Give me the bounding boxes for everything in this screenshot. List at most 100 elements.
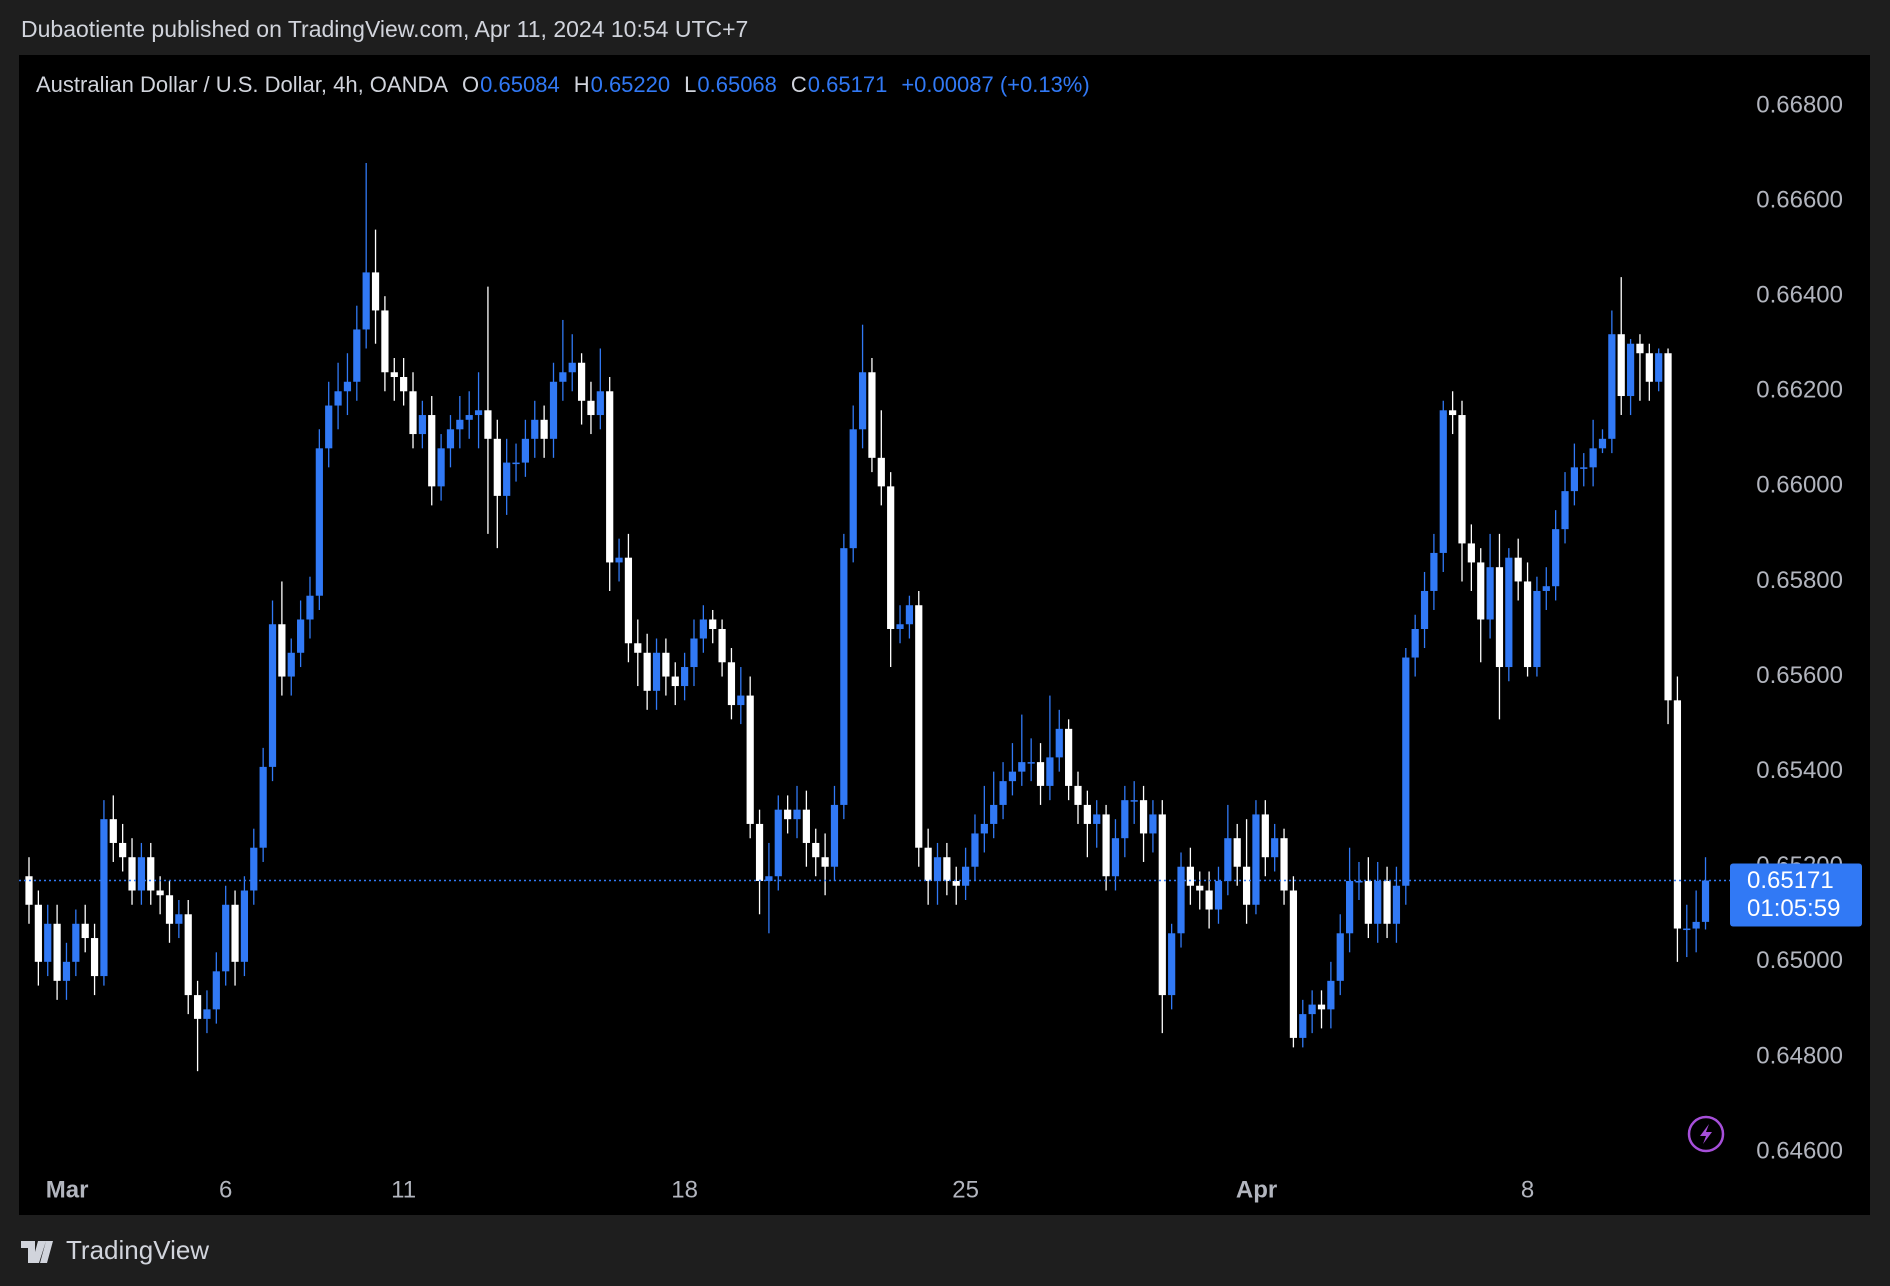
- chart-panel: [19, 55, 1870, 1215]
- y-tick-label: 0.65000: [1756, 947, 1843, 974]
- candle-body: [1224, 838, 1232, 881]
- candle-body: [812, 842, 820, 858]
- candle-body: [25, 876, 33, 905]
- candle-body: [371, 272, 380, 311]
- candle-body: [1692, 921, 1700, 929]
- candle-body: [334, 391, 342, 406]
- candle-body: [119, 842, 127, 858]
- candle-body: [1196, 885, 1204, 891]
- x-tick-label: 11: [391, 1176, 416, 1203]
- legend-key: C: [791, 72, 807, 97]
- candle-body: [147, 857, 155, 891]
- y-tick-label: 0.65800: [1756, 567, 1843, 594]
- candle-body: [512, 462, 520, 465]
- candle-body: [1701, 880, 1710, 922]
- candle-body: [381, 310, 389, 373]
- candle-body: [849, 429, 857, 549]
- candle-body: [868, 372, 876, 458]
- candle-body: [559, 372, 567, 382]
- candle-body: [409, 391, 417, 435]
- candle-body: [1430, 552, 1438, 591]
- footer-brand: TradingView: [66, 1235, 209, 1265]
- candle-body: [465, 415, 473, 420]
- candle-body: [774, 809, 782, 877]
- candle-body: [325, 405, 333, 449]
- candle-body: [1589, 448, 1597, 468]
- candle-body: [1617, 334, 1625, 397]
- candle-body: [1008, 771, 1017, 782]
- candle-body: [1261, 814, 1269, 858]
- candle-body: [681, 667, 689, 687]
- candle-body: [418, 415, 426, 435]
- candle-body: [484, 410, 492, 439]
- legend-value: 0.65084: [480, 72, 560, 97]
- candle-body: [90, 938, 99, 977]
- candle-body: [887, 486, 895, 629]
- candle-body: [1458, 415, 1466, 544]
- y-tick-label: 0.65600: [1756, 662, 1843, 689]
- candle-body: [1149, 814, 1157, 834]
- candle-body: [924, 847, 932, 881]
- candle-body: [821, 857, 829, 867]
- candle-body: [1570, 467, 1578, 492]
- candle-body: [1018, 762, 1026, 772]
- candle-body: [1664, 353, 1672, 701]
- legend-value: 0.65171: [808, 72, 888, 97]
- price-badge-value: 0.65171: [1747, 867, 1834, 894]
- candle-body: [690, 638, 698, 668]
- candle-body: [1308, 1004, 1316, 1015]
- candle-body: [400, 377, 408, 392]
- tv-logo: [21, 1241, 53, 1263]
- candle-body: [109, 819, 117, 843]
- candle-body: [1036, 762, 1045, 786]
- plot: 0.646000.648000.650000.652000.654000.656…: [19, 91, 1862, 1203]
- candle-body: [1552, 529, 1560, 587]
- candle-body: [1130, 800, 1138, 802]
- candle-body: [212, 971, 220, 1010]
- candle-body: [1477, 562, 1485, 620]
- candle-body: [671, 676, 679, 687]
- candle-body: [278, 624, 286, 677]
- x-tick-label: 8: [1521, 1176, 1534, 1203]
- candle-body: [1205, 890, 1213, 910]
- candle-body: [1065, 728, 1073, 786]
- candle-body: [1252, 814, 1260, 905]
- candle-body: [1168, 933, 1176, 996]
- candle-body: [990, 804, 998, 824]
- candle-body: [577, 362, 586, 401]
- candle-body: [1233, 838, 1241, 867]
- candle-body: [1486, 567, 1494, 620]
- candle-body: [240, 890, 249, 962]
- candle-body: [1467, 543, 1475, 563]
- candle-body: [493, 438, 501, 496]
- candle-body: [568, 362, 576, 373]
- candle-body: [952, 880, 960, 886]
- candle-body: [1336, 933, 1344, 981]
- candle-body: [1402, 657, 1410, 886]
- symbol: Australian Dollar / U.S. Dollar, 4h, OAN…: [36, 72, 448, 97]
- candle-body: [474, 410, 483, 416]
- candle-body: [587, 400, 595, 416]
- candle-body: [34, 904, 42, 962]
- candle-body: [634, 643, 642, 653]
- candle-body: [1121, 800, 1129, 839]
- candle-body: [1102, 814, 1110, 877]
- candle-body: [1093, 814, 1101, 824]
- candle-body: [1374, 880, 1382, 924]
- legend-key: L: [684, 72, 696, 97]
- candle-body: [784, 809, 792, 820]
- candle-body: [1242, 866, 1251, 905]
- candle-body: [662, 652, 670, 677]
- candle-body: [840, 548, 848, 805]
- candle-body: [503, 462, 511, 496]
- candle-body: [1139, 800, 1148, 834]
- x-tick-label: 6: [219, 1176, 232, 1203]
- candle-body: [596, 391, 604, 416]
- candle-body: [456, 419, 464, 430]
- candle-body: [1027, 762, 1035, 764]
- candle-body: [1673, 700, 1682, 929]
- candle-body: [802, 809, 810, 843]
- y-tick-label: 0.66800: [1756, 91, 1843, 118]
- candle-body: [1327, 980, 1335, 1010]
- candle-body: [53, 923, 61, 981]
